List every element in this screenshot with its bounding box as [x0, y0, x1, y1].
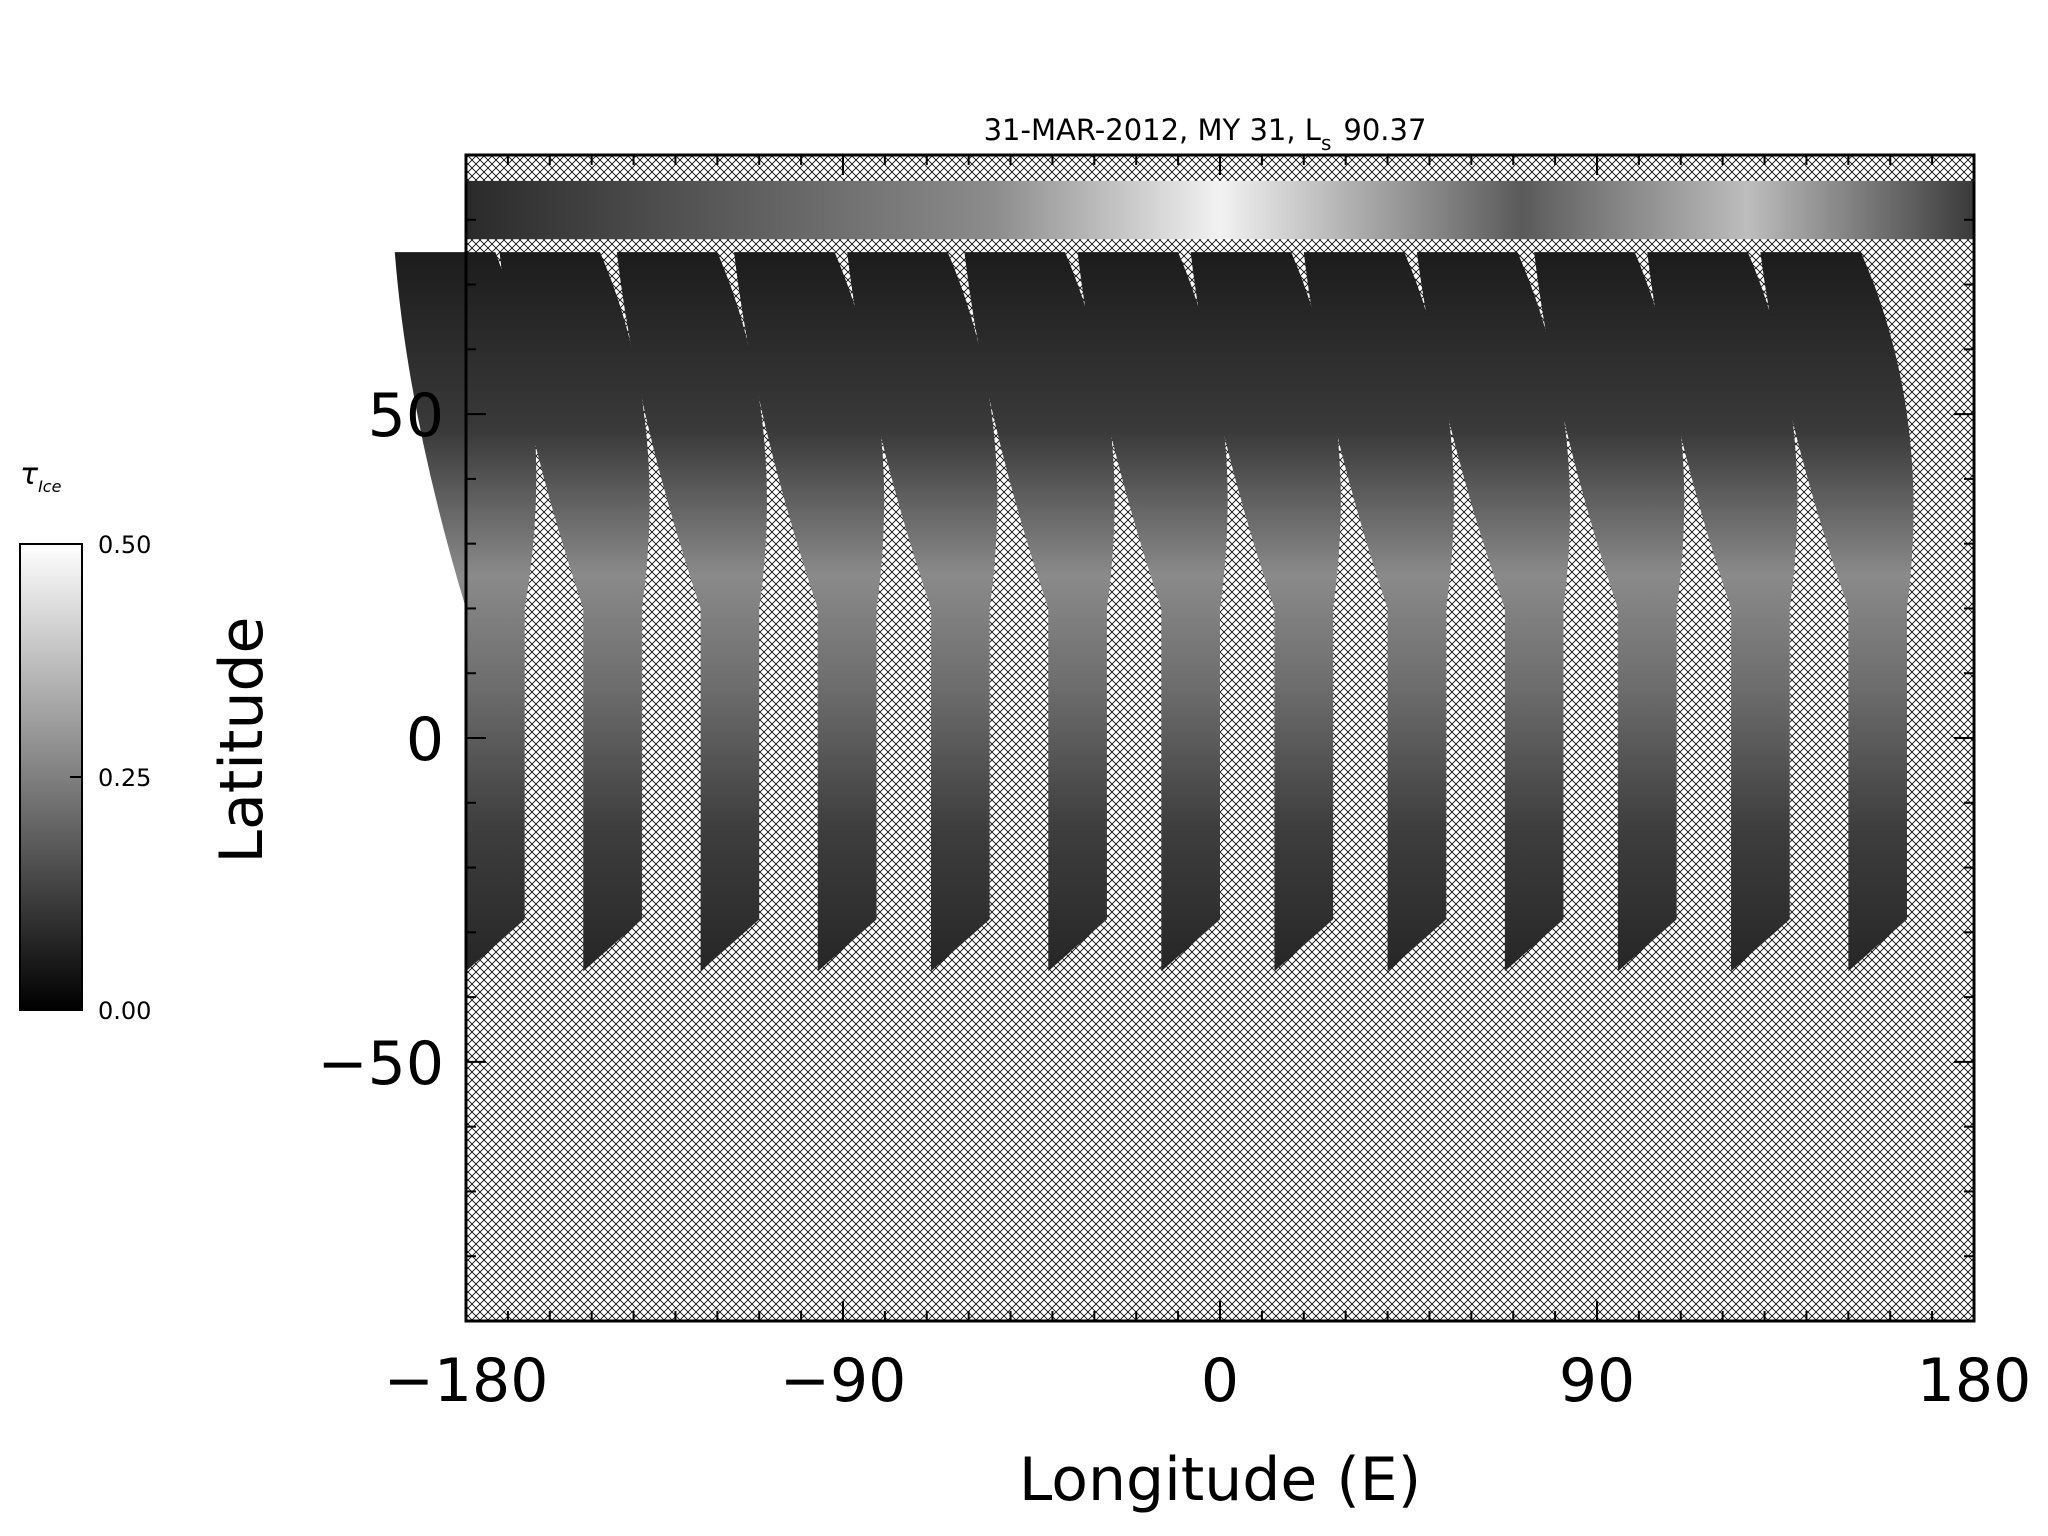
x-tick-label: 90 — [1559, 1346, 1635, 1416]
colorbar-tick-label: 0.50 — [98, 531, 151, 559]
x-tick-label: 180 — [1917, 1346, 2032, 1416]
y-axis-label: Latitude — [207, 617, 277, 864]
swaths-group — [394, 252, 1914, 972]
plot-frame — [464, 153, 1976, 1323]
swath-1 — [394, 252, 537, 972]
y-tick-label: 0 — [406, 705, 444, 775]
swath-3 — [616, 252, 767, 972]
chart-title-main: 31-MAR-2012, MY 31, L — [984, 113, 1321, 147]
swath-2 — [499, 252, 650, 972]
y-tick-label: −50 — [317, 1029, 444, 1099]
swath-8 — [1190, 252, 1341, 972]
colorbar-tick-label: 0.25 — [98, 764, 151, 792]
chart-title-sub: s — [1321, 131, 1331, 155]
swath-10 — [1416, 252, 1571, 972]
chart-title: 31-MAR-2012, MY 31, Ls 90.37 — [984, 113, 1427, 155]
colorbar-tick-label: 0.00 — [98, 997, 151, 1025]
colorbar-title: τIce — [20, 457, 62, 496]
x-ticks: −180 −90 0 90 180 — [384, 155, 2032, 1416]
x-tick-label: −180 — [384, 1346, 549, 1416]
polar-cap-band — [466, 180, 1974, 240]
x-tick-label: 0 — [1201, 1346, 1239, 1416]
swath-11 — [1534, 252, 1685, 972]
swath-4 — [734, 252, 885, 972]
x-axis-label: Longitude (E) — [1019, 1445, 1421, 1515]
swath-5 — [847, 252, 998, 972]
swath-9 — [1303, 252, 1454, 972]
y-tick-label: 50 — [368, 381, 444, 451]
colorbar-title-sub: Ice — [38, 477, 62, 496]
swath-7 — [1077, 252, 1228, 972]
swath-13 — [1760, 252, 1914, 972]
colorbar-ticks: 0.00 0.25 0.50 — [70, 531, 151, 1025]
swath-12 — [1647, 252, 1798, 972]
chart-title-value: 90.37 — [1343, 113, 1426, 147]
colorbar-title-main: τ — [20, 457, 39, 492]
x-tick-label: −90 — [780, 1346, 907, 1416]
y-ticks: −50 0 50 — [317, 154, 1974, 1322]
swath-6 — [964, 252, 1115, 972]
